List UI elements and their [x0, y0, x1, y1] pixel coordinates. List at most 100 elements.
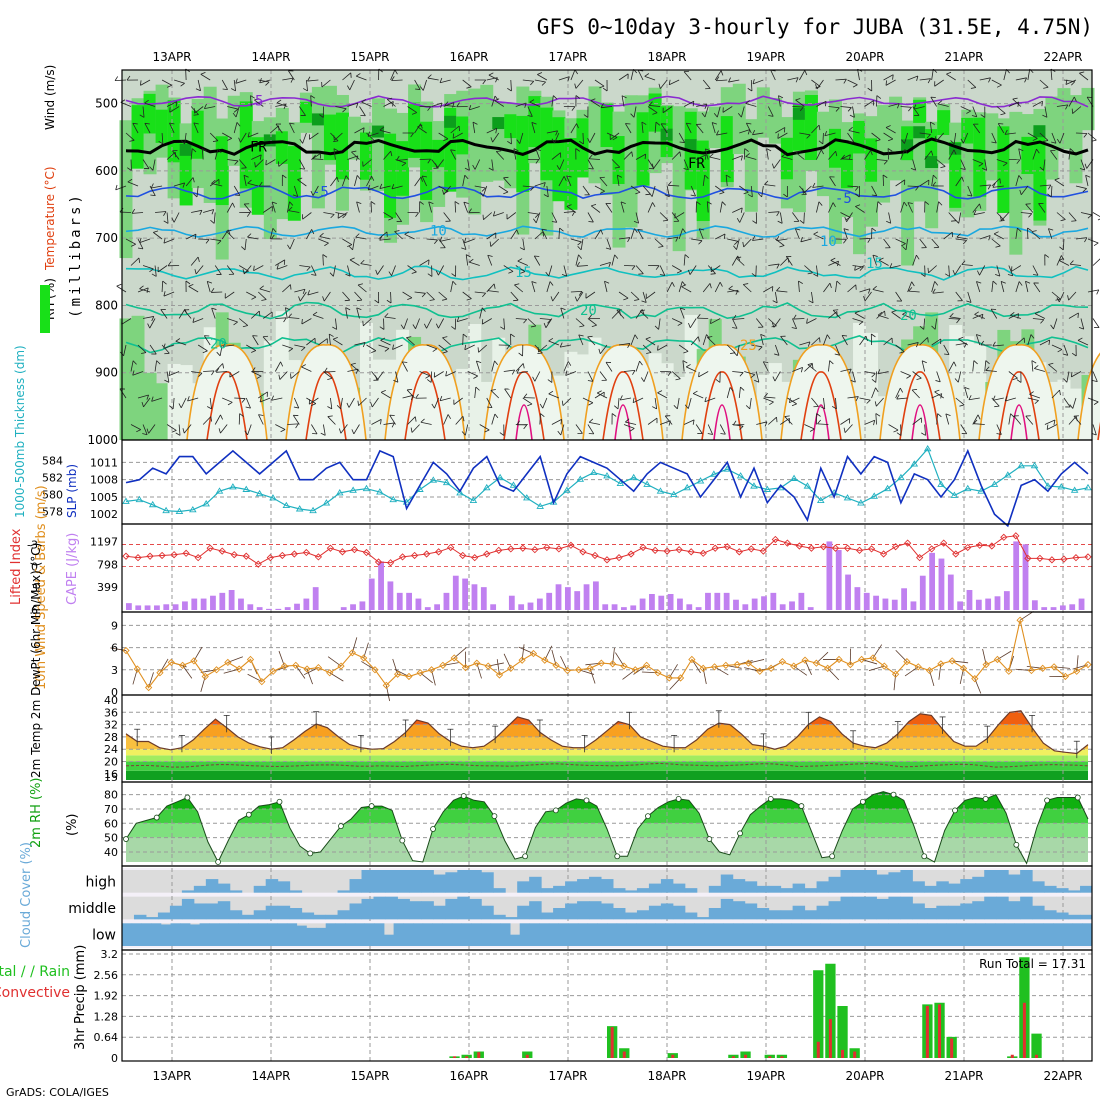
precip-ylabel: 3hr Precip (mm) — [73, 945, 88, 1050]
temp-band — [126, 755, 1088, 762]
wind-barb — [491, 413, 496, 425]
cloud-cell — [133, 914, 147, 920]
wind-barb — [132, 371, 144, 376]
cloud-cell — [160, 924, 171, 946]
cape-bar — [686, 604, 693, 610]
wind-barb — [175, 340, 187, 346]
wind-barb — [1030, 334, 1035, 339]
wind-barb — [991, 281, 994, 293]
cape-bar — [742, 604, 749, 610]
wind-barb — [975, 334, 981, 346]
cloud-cell — [624, 890, 638, 893]
wind-barb — [871, 194, 877, 197]
precip-conv-bar — [1010, 1054, 1014, 1058]
wind-barb — [254, 98, 260, 101]
cloud-cell — [267, 923, 278, 946]
cloud-cell — [1062, 923, 1074, 946]
wind-barb — [807, 362, 813, 365]
wind-barb — [620, 201, 625, 213]
wind-barb — [354, 175, 358, 187]
wind-barb — [1046, 424, 1058, 430]
wind-barb — [1063, 344, 1069, 356]
rh-cell — [552, 117, 566, 202]
cloud-cell — [876, 874, 889, 893]
isotherm-label: FR — [688, 156, 705, 172]
wind-barb — [234, 160, 239, 165]
li-point — [326, 544, 335, 552]
wind-barb — [1032, 100, 1043, 107]
wind-barb — [1071, 81, 1076, 86]
wind-barb — [739, 185, 749, 193]
wind-barb — [811, 337, 820, 346]
wind-barb — [682, 228, 686, 233]
wind-speed-point — [122, 646, 130, 655]
li-point — [555, 545, 563, 553]
wind-barb — [488, 167, 494, 171]
wind-barb — [510, 229, 518, 240]
wind-barb — [311, 424, 318, 435]
cloud-cell — [409, 870, 422, 893]
wind-barb — [204, 106, 216, 110]
wind-barb — [840, 368, 852, 372]
wind-barb — [872, 254, 877, 266]
wind-barb — [1018, 175, 1023, 180]
wind-speed-point — [676, 674, 685, 682]
wind-barb — [310, 95, 316, 99]
rh-point — [614, 853, 621, 860]
wind-barb — [837, 261, 839, 267]
wind-barb — [358, 397, 367, 406]
wind-barb — [720, 433, 726, 435]
wind-barb — [462, 333, 468, 338]
wind-barb — [533, 218, 537, 224]
wind-barb — [931, 393, 942, 399]
wind-barb — [494, 100, 504, 107]
wind-barb — [1043, 140, 1049, 142]
wind-barb — [513, 148, 517, 160]
wind-barb — [136, 429, 141, 433]
wind-barb — [387, 98, 396, 107]
wind-barb — [156, 360, 161, 365]
wind-barb — [606, 132, 618, 138]
wind-speed-point — [824, 664, 832, 672]
wind-barb — [154, 265, 157, 277]
wind-barb — [923, 318, 926, 330]
wind-barb — [452, 102, 455, 108]
wind-barb — [357, 283, 363, 286]
li-tick-label: -3 — [27, 539, 38, 552]
wind-barb — [516, 139, 521, 144]
wind-barb — [244, 238, 247, 250]
wind-barb — [931, 175, 934, 187]
wind-barb — [871, 333, 876, 338]
li-point — [422, 550, 431, 558]
wind-barb — [617, 174, 622, 178]
wind-barb — [192, 317, 195, 323]
wind-barb — [974, 314, 985, 319]
li-point — [928, 545, 936, 553]
wind-barb — [1029, 393, 1041, 399]
wind-barb — [420, 176, 423, 182]
wind-barb — [558, 76, 570, 81]
wind-barb — [428, 201, 433, 213]
cape-bar — [1013, 541, 1020, 610]
wind-barb — [288, 317, 300, 319]
wind-barb — [737, 255, 741, 261]
rh-bands — [126, 791, 1088, 862]
wind-barb — [963, 132, 969, 144]
thickness-point — [148, 500, 157, 508]
li-point — [471, 553, 479, 562]
wind-barb — [639, 360, 643, 366]
wind-barb — [400, 324, 405, 330]
wind-barb — [548, 337, 554, 342]
precip-conv-bar — [453, 1056, 457, 1058]
cloud-cell — [720, 874, 734, 893]
precip-conv-bar — [477, 1052, 481, 1058]
wind-barb — [347, 265, 351, 277]
wind-barb — [764, 393, 768, 398]
wind-barb — [235, 79, 247, 84]
cape-bar — [695, 607, 702, 610]
wind-barb — [535, 159, 540, 164]
wind-barb — [779, 212, 783, 224]
wind-barb — [885, 125, 891, 128]
wind-barb — [271, 397, 283, 401]
wind-barb — [616, 309, 625, 319]
